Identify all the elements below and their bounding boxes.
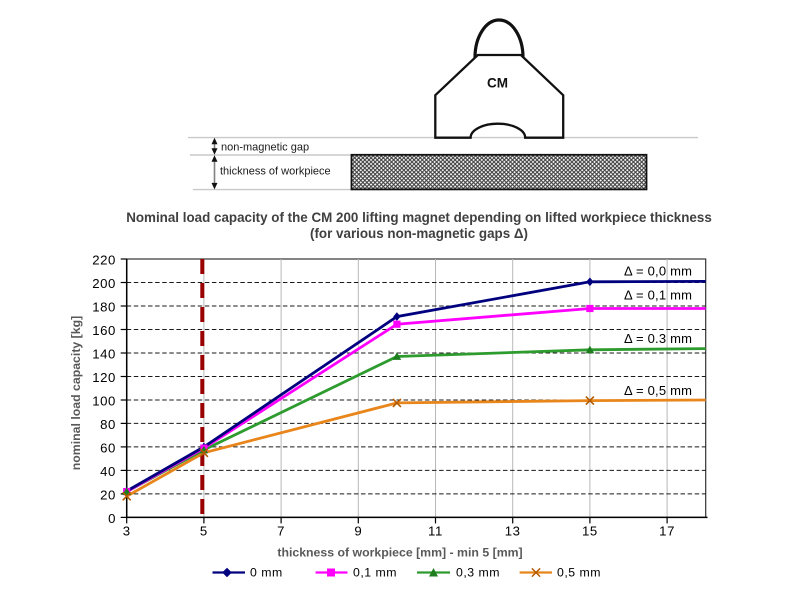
svg-text:(for various non-magnetic gaps: (for various non-magnetic gaps Δ): [310, 226, 528, 241]
svg-text:0,5 mm: 0,5 mm: [557, 566, 601, 580]
svg-text:120: 120: [92, 370, 116, 385]
svg-text:thickness of workpiece [mm] -: thickness of workpiece [mm] - min 5 [mm]: [277, 546, 522, 560]
svg-text:3: 3: [123, 524, 131, 539]
svg-text:nominal load capacity [kg]: nominal load capacity [kg]: [69, 316, 83, 470]
svg-text:7: 7: [277, 524, 285, 539]
svg-text:Δ = 0,1 mm: Δ = 0,1 mm: [624, 288, 692, 303]
svg-text:0,1 mm: 0,1 mm: [353, 566, 397, 580]
svg-text:0,3 mm: 0,3 mm: [456, 566, 500, 580]
svg-text:160: 160: [92, 323, 116, 338]
svg-text:15: 15: [582, 524, 598, 539]
svg-text:Δ = 0,5 mm: Δ = 0,5 mm: [624, 383, 692, 398]
svg-text:40: 40: [100, 464, 116, 479]
svg-text:0: 0: [108, 511, 116, 526]
svg-text:CM: CM: [487, 76, 508, 91]
svg-text:9: 9: [354, 524, 362, 539]
svg-text:13: 13: [505, 524, 521, 539]
svg-text:20: 20: [100, 487, 116, 502]
svg-text:Nominal load capacity of the C: Nominal load capacity of the CM 200 lift…: [126, 210, 712, 225]
svg-text:Δ = 0,0 mm: Δ = 0,0 mm: [624, 264, 692, 279]
svg-text:100: 100: [92, 393, 116, 408]
svg-text:220: 220: [92, 252, 116, 267]
svg-text:200: 200: [92, 276, 116, 291]
svg-text:17: 17: [659, 524, 675, 539]
svg-text:Δ = 0.3 mm: Δ = 0.3 mm: [624, 331, 692, 346]
svg-text:180: 180: [92, 299, 116, 314]
svg-text:0 mm: 0 mm: [250, 566, 283, 580]
svg-text:thickness of workpiece: thickness of workpiece: [220, 166, 331, 178]
svg-text:non-magnetic gap: non-magnetic gap: [221, 142, 309, 154]
svg-text:140: 140: [92, 346, 116, 361]
svg-text:5: 5: [200, 524, 208, 539]
svg-text:60: 60: [100, 440, 116, 455]
svg-text:11: 11: [428, 524, 443, 539]
svg-text:80: 80: [100, 417, 116, 432]
